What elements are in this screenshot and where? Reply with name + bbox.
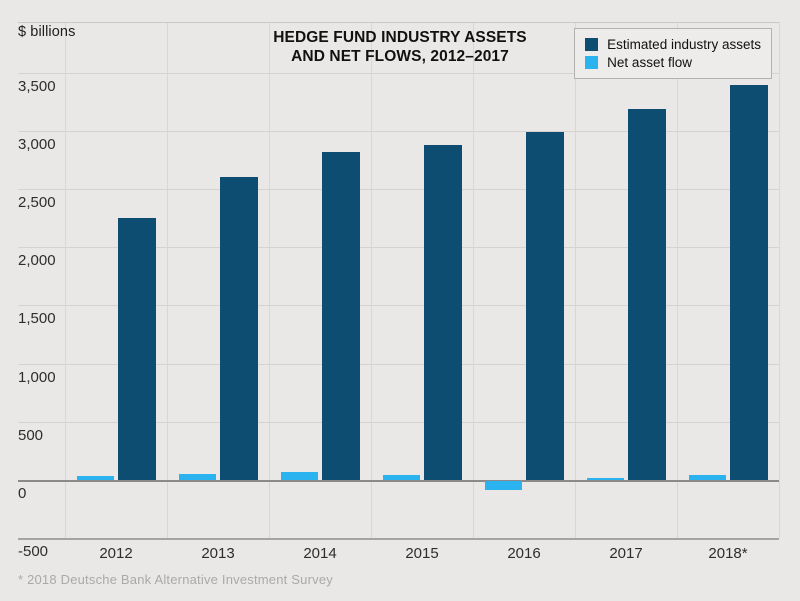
net-flow-bar-2016 (485, 481, 522, 490)
y-tick-label-1000: 1,000 (18, 369, 56, 386)
x-tick-label-2017: 2017 (609, 545, 643, 562)
net-flow-bar-2012 (77, 476, 114, 480)
x-gridline-2 (269, 22, 270, 538)
plot-top-border (18, 22, 779, 23)
net-flow-bar-2018* (689, 475, 726, 480)
legend-label-net-asset-flow: Net asset flow (607, 54, 692, 70)
assets-bar-2016 (526, 132, 564, 480)
chart-title: HEDGE FUND INDUSTRY ASSETS AND NET FLOWS… (200, 28, 600, 66)
legend: Estimated industry assets Net asset flow (574, 28, 772, 79)
x-gridline-4 (473, 22, 474, 538)
assets-bar-2014 (322, 152, 360, 480)
y-gridline-3500 (18, 73, 779, 74)
y-gridline-0 (18, 480, 779, 482)
x-gridline-3 (371, 22, 372, 538)
assets-bar-2018* (730, 85, 768, 480)
assets-bar-2012 (118, 218, 156, 480)
net-flow-bar-2015 (383, 475, 420, 480)
x-gridline-7 (779, 22, 780, 538)
x-gridline-6 (677, 22, 678, 538)
chart-title-line1: HEDGE FUND INDUSTRY ASSETS (273, 29, 527, 46)
net-flow-bar-2013 (179, 474, 216, 480)
assets-bar-2015 (424, 145, 462, 480)
y-tick-label-3500: 3,500 (18, 78, 56, 95)
y-axis-unit-label: $ billions (18, 24, 76, 40)
legend-label-estimated-assets: Estimated industry assets (607, 36, 761, 52)
y-gridline-2000 (18, 247, 779, 248)
x-gridline-0 (65, 22, 66, 538)
y-tick-label-3000: 3,000 (18, 136, 56, 153)
x-gridline-5 (575, 22, 576, 538)
x-gridline-1 (167, 22, 168, 538)
source-footnote: * 2018 Deutsche Bank Alternative Investm… (18, 572, 333, 587)
y-gridline-1500 (18, 305, 779, 306)
x-tick-label-2013: 2013 (201, 545, 235, 562)
net-flow-bar-2017 (587, 478, 624, 480)
y-tick-label-2500: 2,500 (18, 194, 56, 211)
x-tick-label-2016: 2016 (507, 545, 541, 562)
y-gridline-2500 (18, 189, 779, 190)
y-tick-label--500: -500 (18, 543, 49, 560)
estimated-assets-swatch-icon (585, 37, 599, 51)
y-tick-label-0: 0 (18, 485, 27, 502)
assets-bar-2017 (628, 109, 666, 480)
x-tick-label-2014: 2014 (303, 545, 337, 562)
chart-title-line2: AND NET FLOWS, 2012–2017 (291, 48, 509, 65)
y-tick-label-500: 500 (18, 427, 44, 444)
x-tick-label-2012: 2012 (99, 545, 133, 562)
y-tick-label-2000: 2,000 (18, 252, 56, 269)
y-tick-label-1500: 1,500 (18, 310, 56, 327)
legend-item-estimated-assets: Estimated industry assets (585, 35, 761, 53)
net-flow-bar-2014 (281, 472, 318, 480)
x-tick-label-2015: 2015 (405, 545, 439, 562)
y-gridline--500 (18, 538, 779, 540)
net-asset-flow-swatch-icon (585, 55, 599, 69)
assets-bar-2013 (220, 177, 258, 480)
y-gridline-1000 (18, 364, 779, 365)
y-gridline-500 (18, 422, 779, 423)
legend-item-net-asset-flow: Net asset flow (585, 53, 761, 71)
x-tick-label-2018*: 2018* (708, 545, 748, 562)
y-gridline-3000 (18, 131, 779, 132)
